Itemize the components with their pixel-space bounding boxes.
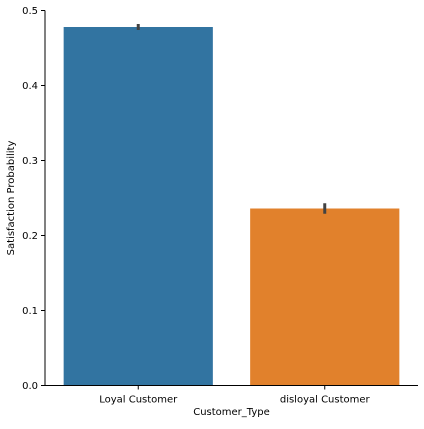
- x-tick-label-1: disloyal Customer: [280, 395, 371, 406]
- bar-0: [63, 27, 213, 386]
- y-tick-label-2: 0.2: [22, 231, 38, 242]
- x-tick-label-0: Loyal Customer: [99, 395, 178, 406]
- y-tick-label-1: 0.1: [22, 306, 38, 317]
- y-axis-label: Satisfaction Probability: [6, 141, 17, 256]
- x-ticks-layer: Loyal Customer disloyal Customer: [99, 385, 371, 406]
- bars-layer: [63, 27, 400, 386]
- error-bars-layer: [136, 24, 327, 214]
- y-tick-label-5: 0.5: [22, 6, 38, 17]
- y-ticks-layer: 0.0 0.1 0.2 0.3 0.4 0.5: [22, 6, 45, 392]
- y-tick-label-0: 0.0: [22, 381, 38, 392]
- y-tick-label-3: 0.3: [22, 156, 38, 167]
- bar-1: [250, 208, 400, 386]
- y-tick-label-4: 0.4: [22, 81, 38, 92]
- x-axis-label: Customer_Type: [193, 407, 270, 418]
